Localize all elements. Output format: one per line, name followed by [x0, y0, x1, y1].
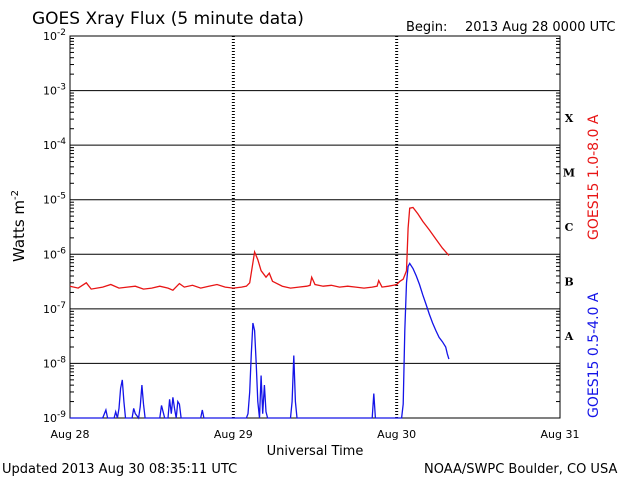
x-tick-label: Aug 31 [541, 428, 580, 441]
plot-frame [69, 35, 561, 419]
begin-value: 2013 Aug 28 0000 UTC [465, 20, 615, 35]
legend-long: GOES15 1.0-8.0 A [586, 114, 602, 240]
x-tick-label: Aug 30 [377, 428, 416, 441]
y-tick-label: 10-4 [43, 137, 66, 152]
y-tick-labels: 10-9 10-8 10-7 10-6 10-5 10-4 10-3 10-2 [43, 28, 66, 425]
y-axis-label-text: Watts m [10, 200, 28, 262]
flare-class-label: B [564, 276, 573, 289]
y-tick-label: 10-2 [43, 28, 66, 43]
flare-class-labels: A B C M X [563, 112, 575, 343]
flare-class-label: M [563, 166, 575, 179]
chart-title: GOES Xray Flux (5 minute data) [32, 9, 304, 29]
flare-class-label: A [564, 330, 574, 343]
y-tick-label: 10-8 [43, 355, 66, 370]
y-tick-label: 10-7 [43, 301, 66, 316]
y-axis-label: Watts m-2 [10, 190, 28, 262]
x-tick-label: Aug 28 [51, 428, 90, 441]
horizontal-gridlines [70, 37, 560, 403]
y-tick-label: 10-3 [43, 83, 66, 98]
updated-timestamp: Updated 2013 Aug 30 08:35:11 UTC [2, 462, 237, 477]
legend-short: GOES15 0.5-4.0 A [586, 292, 602, 418]
begin-label: Begin: [406, 20, 447, 35]
x-axis-label: Universal Time [267, 444, 364, 459]
y-tick-label: 10-5 [43, 192, 66, 207]
y-tick-label: 10-6 [43, 246, 66, 261]
series-line-short [70, 262, 450, 420]
x-tick-label: Aug 29 [214, 428, 253, 441]
day-dividers [231, 36, 399, 418]
y-tick-label: 10-9 [43, 410, 66, 425]
series-line-long [69, 206, 450, 291]
flare-class-label: X [565, 112, 574, 125]
flare-class-label: C [565, 221, 574, 234]
y-axis-label-exponent: -2 [10, 190, 21, 200]
x-tick-labels: Aug 28 Aug 29 Aug 30 Aug 31 [51, 428, 580, 441]
credit-text: NOAA/SWPC Boulder, CO USA [424, 462, 617, 477]
